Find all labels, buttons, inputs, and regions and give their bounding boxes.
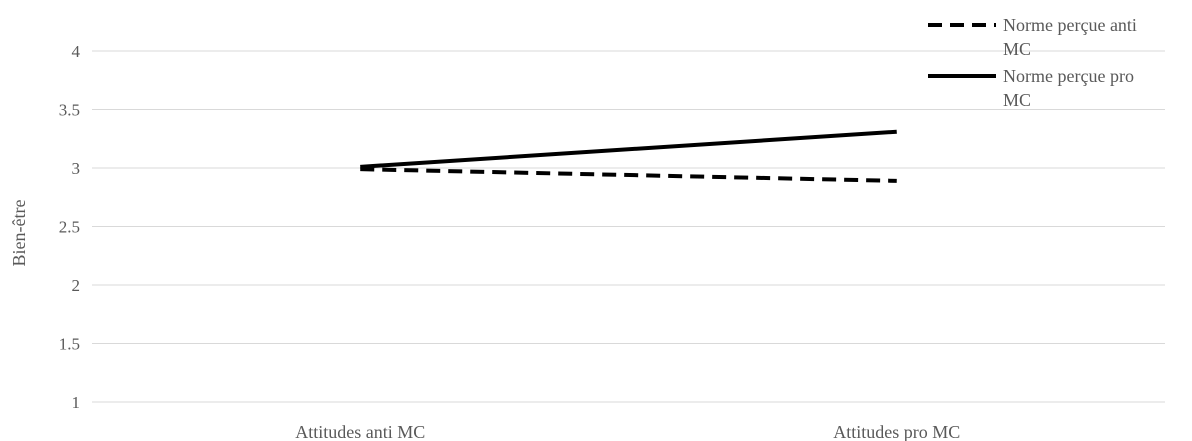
y-tick-label-0: 1: [72, 393, 81, 412]
y-axis-title: Bien-être: [9, 200, 29, 267]
x-category-labels: Attitudes anti MC Attitudes pro MC: [295, 422, 960, 441]
y-tick-label-6: 4: [72, 42, 81, 61]
legend-label-0-line-1: MC: [1003, 39, 1031, 59]
y-tick-label-2: 2: [72, 276, 81, 295]
series-lines: [360, 129, 897, 183]
y-tick-label-1: 1.5: [59, 335, 80, 354]
legend-label-0-line-0: Norme perçue anti: [1003, 15, 1137, 35]
series-line-1: [360, 129, 897, 169]
y-tick-label-3: 2.5: [59, 218, 80, 237]
series-line-0: [360, 167, 897, 183]
y-tick-label-4: 3: [72, 159, 81, 178]
y-tick-label-5: 3.5: [59, 101, 80, 120]
legend-label-1-line-0: Norme perçue pro: [1003, 66, 1134, 86]
legend-label-1-line-1: MC: [1003, 90, 1031, 110]
legend: Norme perçue anti MC Norme perçue pro MC: [928, 15, 1137, 110]
gridlines: [92, 50, 1165, 403]
x-category-label-0: Attitudes anti MC: [295, 422, 425, 441]
y-tick-labels: 1 1.5 2 2.5 3 3.5 4: [59, 42, 81, 412]
x-category-label-1: Attitudes pro MC: [833, 422, 960, 441]
